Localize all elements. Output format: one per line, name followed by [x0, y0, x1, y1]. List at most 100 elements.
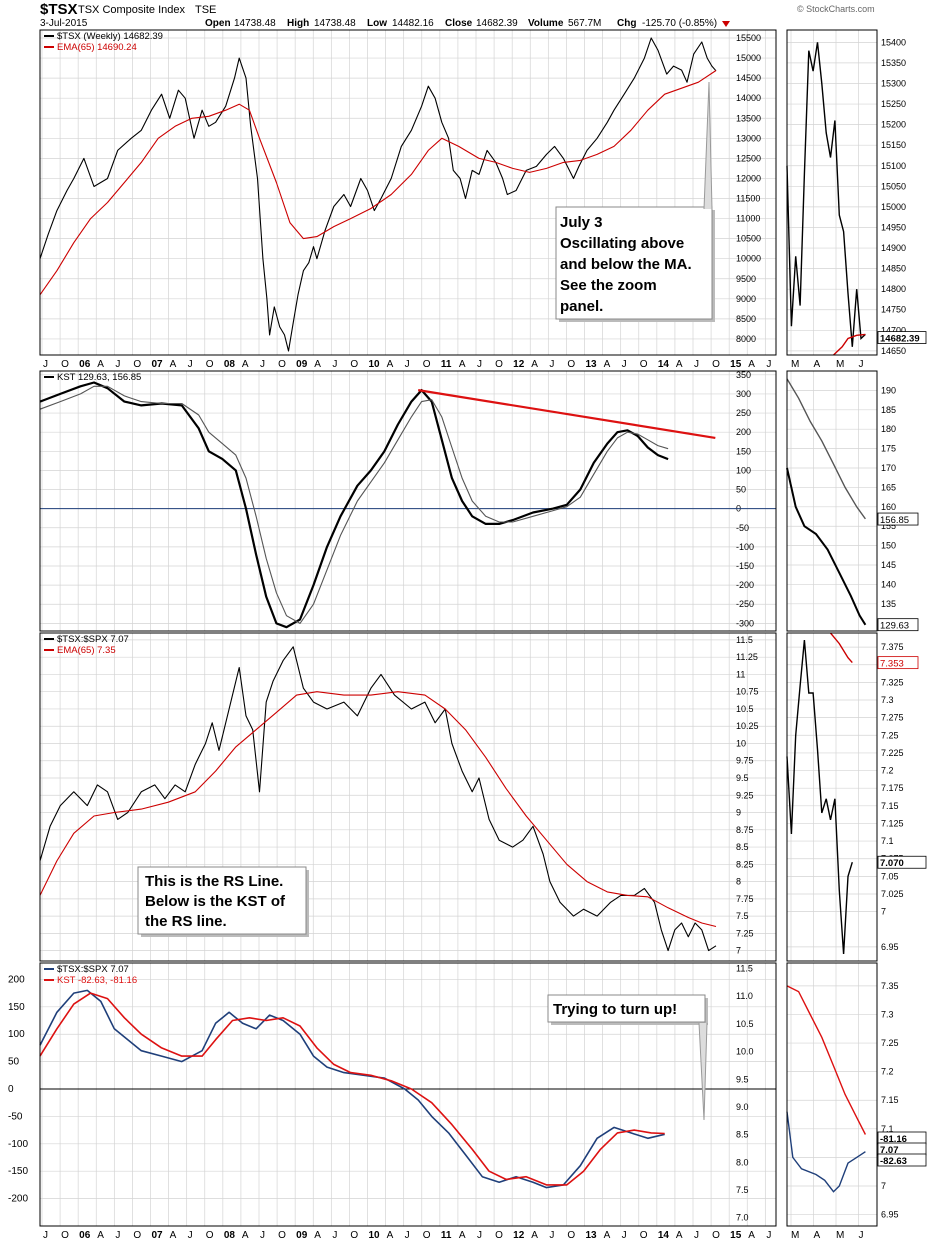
x-tick-label: 13: [586, 1230, 598, 1241]
y-tick-label: 8.25: [736, 859, 754, 869]
y-tick-label: -50: [736, 523, 749, 533]
july3-annotation-text: July 3 Oscillating above and below the MA.…: [560, 214, 692, 315]
open-value: 14738.48: [234, 18, 276, 29]
x-tick-label: O: [423, 1230, 431, 1241]
last-value-text: 7.353: [880, 659, 904, 670]
low-value: 14482.16: [392, 18, 434, 29]
annotation-line: This is the RS Line.: [145, 873, 283, 890]
y-tick-label: 9500: [736, 274, 756, 284]
legend-entry: $TSX:$SPX 7.07: [57, 634, 129, 645]
annotation-line: panel.: [560, 298, 603, 315]
y-tick-label: 165: [881, 482, 896, 492]
x-tick-label: A: [97, 359, 104, 370]
y-tick-label: 200: [8, 974, 25, 985]
y-tick-label: 185: [881, 405, 896, 415]
legend-entry: EMA(65) 7.35: [57, 645, 116, 656]
x-tick-label: J: [188, 1230, 193, 1241]
series-line-1: [39, 70, 717, 296]
y-tick-label: 180: [881, 424, 896, 434]
y-tick-label: 10.25: [736, 721, 759, 731]
legend-entry: $TSX:$SPX 7.07: [57, 964, 129, 975]
y-tick-label: 7.275: [881, 713, 904, 723]
x-tick-label: A: [97, 1230, 104, 1241]
y-tick-label: 13500: [736, 113, 761, 123]
x-tick-label: O: [206, 1230, 214, 1241]
y-tick-label: 135: [881, 599, 896, 609]
y-tick-label: 7.5: [736, 1185, 749, 1195]
high-value: 14738.48: [314, 18, 356, 29]
last-value-text: 156.85: [880, 515, 909, 526]
y-tick-label: -200: [736, 580, 754, 590]
x-tick-label: A: [170, 359, 177, 370]
y-tick-label: 15150: [881, 140, 906, 150]
y-tick-label: 14750: [881, 305, 906, 315]
x-tick-label: A: [314, 1230, 321, 1241]
panel-kst: -300-250-200-150-100-5005010015020025030…: [39, 370, 777, 632]
x-tick-label: A: [170, 1230, 177, 1241]
x-tick-label: 10: [369, 359, 381, 370]
y-tick-label: 15300: [881, 78, 906, 88]
x-tick-label: 12: [513, 359, 525, 370]
y-tick-label: 150: [881, 541, 896, 551]
x-tick-label: 06: [79, 1230, 91, 1241]
x-tick-label: A: [531, 359, 538, 370]
last-value-tag: [877, 331, 927, 344]
zoom-series-line-0: [786, 1111, 866, 1193]
x-tick-label: O: [278, 1230, 286, 1241]
annotation-line: July 3: [560, 214, 603, 231]
x-tick-label: M: [791, 1230, 799, 1241]
y-tick-label: 7.0: [736, 1213, 749, 1223]
y-tick-label: 15400: [881, 37, 906, 47]
y-tick-label: 10.0: [736, 1047, 754, 1057]
y-tick-label: 6.95: [881, 1210, 899, 1220]
last-value-tag: [877, 656, 919, 670]
x-tick-label: M: [791, 359, 799, 370]
chart-exchange: TSE: [195, 4, 216, 16]
x-tick-label: J: [766, 1230, 771, 1241]
series-line-1: [39, 385, 669, 624]
y-tick-label: 7: [881, 1181, 886, 1191]
y-tick-label: 14850: [881, 264, 906, 274]
y-tick-label: 7.125: [881, 818, 904, 828]
x-tick-label: J: [260, 359, 265, 370]
x-tick-label: J: [260, 1230, 265, 1241]
y-tick-label: 11000: [736, 214, 760, 224]
panel-frame: [39, 962, 777, 1227]
x-tick-label: O: [495, 359, 503, 370]
y-tick-label: 9000: [736, 294, 756, 304]
volume-label: Volume: [528, 18, 564, 29]
x-tick-label: A: [814, 1230, 821, 1241]
x-tick-label: J: [766, 359, 771, 370]
annotation-line: and below the MA.: [560, 256, 692, 273]
y-tick-label: 7.2: [881, 766, 894, 776]
y-tick-label: 12500: [736, 153, 761, 163]
x-tick-label: J: [694, 1230, 699, 1241]
annotation-line: Below is the KST of: [145, 893, 286, 910]
y-tick-label: 14650: [881, 346, 906, 356]
y-tick-label: 100: [8, 1029, 25, 1040]
last-value-text: 7.070: [880, 858, 904, 869]
x-tick-label: A: [676, 1230, 683, 1241]
close-label: Close: [445, 18, 473, 29]
x-tick-label: 07: [152, 1230, 164, 1241]
y-tick-label: 8.75: [736, 825, 754, 835]
y-tick-label: 6.95: [881, 942, 899, 952]
low-label: Low: [367, 18, 387, 29]
x-tick-label: O: [278, 359, 286, 370]
y-tick-label: -200: [8, 1194, 28, 1205]
y-tick-label: 10.5: [736, 704, 754, 714]
y-tick-label: 155: [881, 521, 896, 531]
x-tick-label: J: [43, 359, 48, 370]
y-tick-label: 8.0: [736, 1157, 749, 1167]
y-tick-label: 8500: [736, 314, 756, 324]
zoom-panel-price: M A M J 14650 14700 14750 14800 14850 14900 14950 1…: [786, 29, 927, 370]
legend-entry: EMA(65) 14690.24: [57, 42, 137, 53]
y-tick-label: 100: [736, 465, 751, 475]
last-value-text: -81.16: [880, 1134, 907, 1145]
x-tick-label: 09: [296, 1230, 308, 1241]
y-tick-label: 14000: [736, 93, 761, 103]
x-tick-label: J: [188, 359, 193, 370]
last-value-tag: [877, 618, 919, 632]
y-tick-label: 8.5: [736, 842, 749, 852]
